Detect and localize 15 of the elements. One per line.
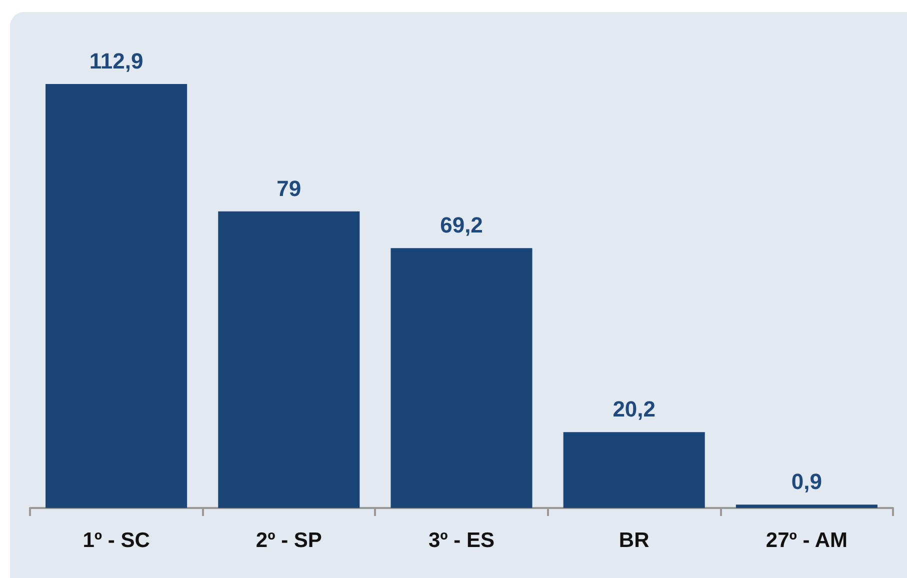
x-tick-label: 1º - SC (82, 529, 150, 552)
x-tick-label: 2º - SP (256, 529, 322, 552)
bar (563, 432, 705, 508)
bar (390, 248, 532, 508)
data-label: 69,2 (440, 212, 483, 238)
x-tick-label: 3º - ES (428, 529, 495, 552)
data-label: 112,9 (89, 48, 144, 74)
data-label: 20,2 (612, 396, 656, 422)
x-tick-label: BR (618, 529, 650, 552)
data-label: 0,9 (791, 469, 822, 494)
bar (736, 504, 878, 508)
bar (218, 211, 360, 508)
bar (46, 84, 188, 508)
data-label: 79 (276, 176, 302, 201)
x-tick-label: 27º - AM (766, 529, 848, 552)
